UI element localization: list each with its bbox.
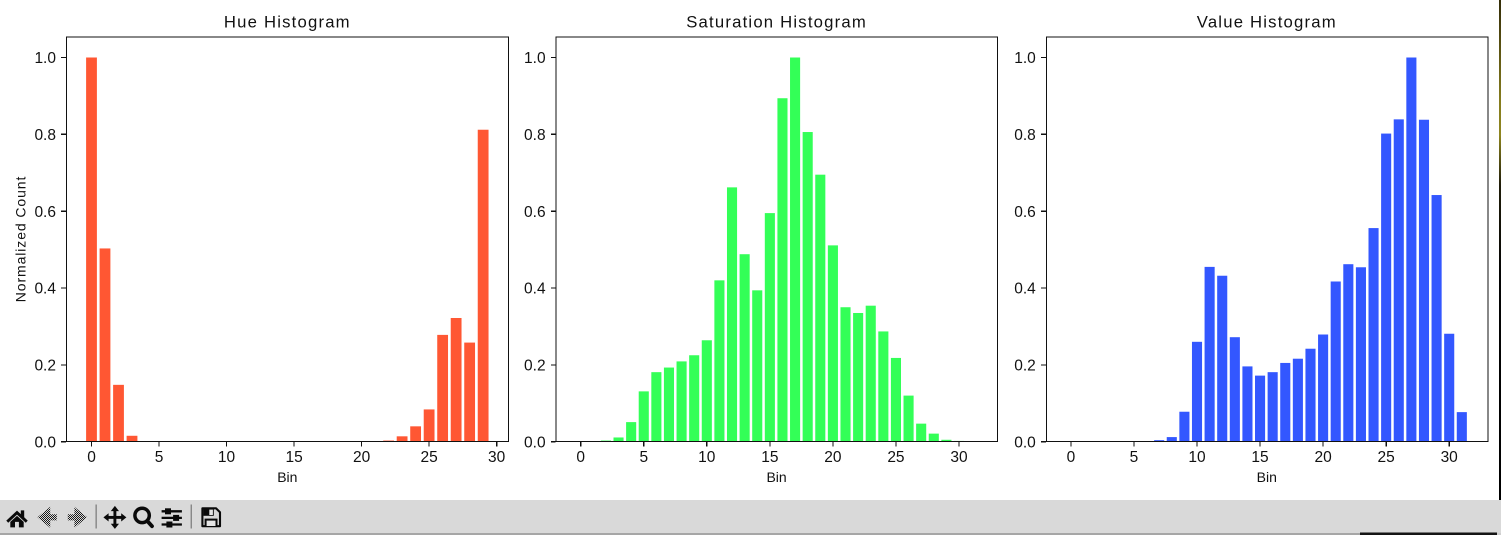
svg-text:15: 15 xyxy=(761,449,778,466)
svg-text:Bin: Bin xyxy=(766,469,786,485)
svg-text:0: 0 xyxy=(576,449,585,466)
svg-text:Normalized Count: Normalized Count xyxy=(13,176,29,302)
svg-text:Hue Histogram: Hue Histogram xyxy=(224,12,351,31)
svg-text:0.6: 0.6 xyxy=(524,204,546,221)
svg-text:10: 10 xyxy=(1188,449,1206,466)
svg-text:0.4: 0.4 xyxy=(1014,281,1036,298)
svg-text:5: 5 xyxy=(639,449,648,466)
svg-text:1.0: 1.0 xyxy=(524,50,546,67)
svg-text:0.8: 0.8 xyxy=(34,127,56,144)
svg-text:0.6: 0.6 xyxy=(34,204,56,221)
svg-text:0.6: 0.6 xyxy=(1014,204,1036,221)
svg-text:0.8: 0.8 xyxy=(1014,127,1036,144)
svg-text:1.0: 1.0 xyxy=(1014,50,1036,67)
svg-text:10: 10 xyxy=(698,449,716,466)
svg-text:0.2: 0.2 xyxy=(1014,357,1036,374)
svg-text:0.4: 0.4 xyxy=(34,281,56,298)
svg-text:1.0: 1.0 xyxy=(34,50,56,67)
svg-text:25: 25 xyxy=(420,449,437,466)
svg-text:Bin: Bin xyxy=(1257,469,1277,485)
svg-text:20: 20 xyxy=(353,449,371,466)
svg-text:30: 30 xyxy=(950,449,968,466)
svg-text:Saturation Histogram: Saturation Histogram xyxy=(686,12,867,31)
svg-text:25: 25 xyxy=(1378,449,1395,466)
svg-text:15: 15 xyxy=(1251,449,1268,466)
svg-text:0.8: 0.8 xyxy=(524,127,546,144)
svg-text:0: 0 xyxy=(1067,449,1076,466)
svg-text:0.2: 0.2 xyxy=(34,357,56,374)
svg-text:10: 10 xyxy=(218,449,236,466)
svg-text:5: 5 xyxy=(1130,449,1139,466)
svg-text:Bin: Bin xyxy=(277,469,297,485)
svg-text:0.0: 0.0 xyxy=(524,434,546,451)
svg-text:15: 15 xyxy=(285,449,302,466)
svg-text:0.4: 0.4 xyxy=(524,281,546,298)
svg-text:Value Histogram: Value Histogram xyxy=(1197,12,1337,31)
svg-text:30: 30 xyxy=(1441,449,1459,466)
svg-text:0.0: 0.0 xyxy=(1014,434,1036,451)
svg-text:20: 20 xyxy=(824,449,842,466)
svg-text:0: 0 xyxy=(87,449,96,466)
svg-text:30: 30 xyxy=(488,449,506,466)
svg-text:0.2: 0.2 xyxy=(524,357,546,374)
svg-text:5: 5 xyxy=(155,449,164,466)
svg-text:0.0: 0.0 xyxy=(34,434,56,451)
svg-text:25: 25 xyxy=(887,449,904,466)
svg-text:20: 20 xyxy=(1314,449,1332,466)
